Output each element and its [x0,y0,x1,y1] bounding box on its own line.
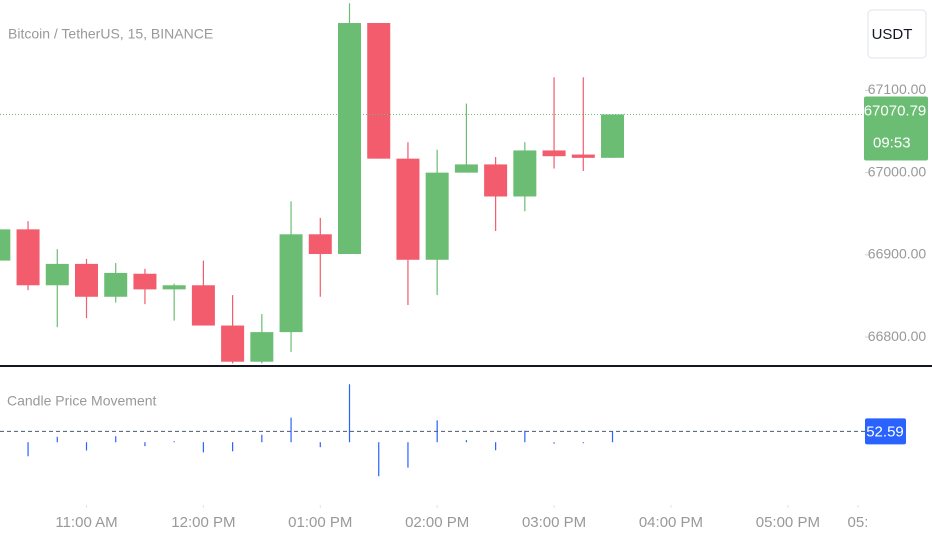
histogram-bar [290,417,292,443]
last-price-label: 67070.79 [864,102,927,119]
histogram-bar [378,442,380,477]
histogram-bar [144,442,146,447]
candle-body [308,234,332,255]
candle-body [513,150,537,197]
x-tick-label: 11:00 AM [55,514,117,531]
histogram-bar [319,442,321,448]
histogram-bar [582,442,584,444]
y-tick-label: 66800.00 [868,328,927,344]
histogram-bar [407,442,409,468]
candle-body [45,263,69,286]
candle-body [338,23,362,255]
histogram-bar [611,431,614,443]
candle-body [16,229,40,286]
histogram-bar [465,440,467,443]
chart-title: Bitcoin / TetherUS, 15, BINANCE [8,26,213,42]
x-tick-label: 02:00 PM [405,514,469,531]
last-price-box [864,96,928,161]
candle-body [279,234,303,333]
histogram-bar [524,430,526,443]
x-tick-label: 03:00 PM [522,514,586,531]
histogram-bar [553,442,555,444]
histogram-bar [202,442,204,453]
candle-body [104,272,128,297]
candle-body [542,150,566,157]
currency-button[interactable]: USDT [867,9,927,59]
histogram-bar [173,441,175,443]
last-value-label: 52.59 [866,423,904,440]
candle-body [601,114,625,158]
histogram-bar [348,384,351,443]
countdown: 09:53 [873,134,911,151]
histogram-bar [115,436,117,443]
candle-body [162,285,186,290]
x-tick-label: 12:00 PM [171,514,235,531]
y-tick-label: 66900.00 [868,246,927,262]
x-tick-label: 05: [848,514,869,531]
last-value-box [865,418,906,445]
histogram-bar [495,442,497,451]
y-tick-label: 67100.00 [868,81,927,97]
x-tick-label: 04:00 PM [639,514,703,531]
candle-body [133,273,157,290]
currency-button-box[interactable] [867,9,927,59]
candle-body [396,158,420,260]
candle-body [571,154,595,158]
histogram-bar [261,434,263,443]
histogram-bar [85,442,88,451]
candle-body [0,229,11,261]
x-tick-label: 05:00 PM [756,514,820,531]
histogram-bar [56,436,58,443]
candle-body [75,263,98,297]
histogram-bar [27,442,29,457]
currency-button-label[interactable]: USDT [872,26,913,43]
candle-body [221,325,245,362]
candle-body [367,23,391,159]
y-tick-label: 67000.00 [868,163,927,179]
candle-body [250,332,274,362]
x-tick-label: 01:00 PM [288,514,352,531]
candle-body [484,164,508,197]
histogram-bar [232,442,234,452]
candle-body [454,164,478,173]
indicator-title: Candle Price Movement [7,393,157,409]
candle-body [425,172,449,260]
candle-body [191,285,215,326]
